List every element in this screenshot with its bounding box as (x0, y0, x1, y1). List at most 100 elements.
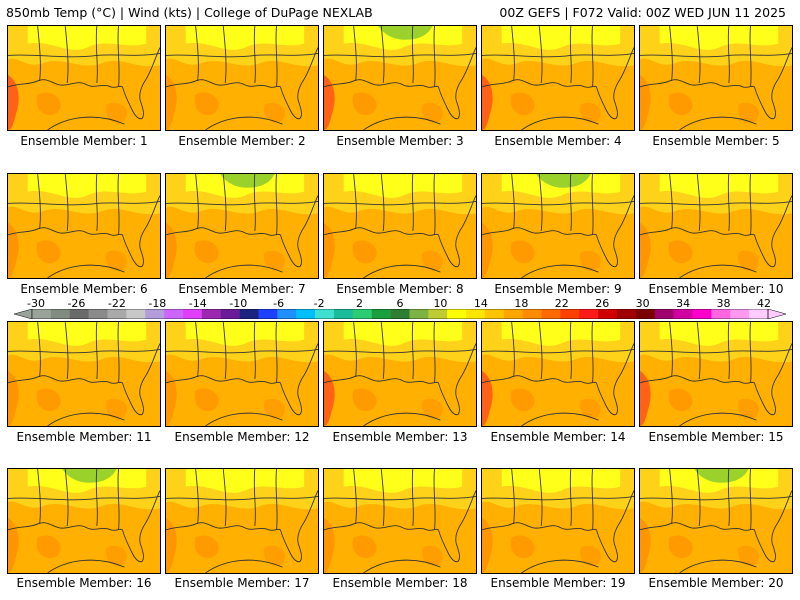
colorbar-segment (447, 309, 467, 319)
map-title: 850mb Temp (°C) | Wind (kts) | College o… (6, 5, 373, 20)
ensemble-member-caption: Ensemble Member: 11 (16, 430, 152, 444)
colorbar-tick-label: -30 (27, 297, 45, 310)
colorbar-tick-label: 18 (514, 297, 529, 310)
colorbar-segment (126, 309, 146, 319)
colorbar-tick-label: 38 (716, 297, 731, 310)
colorbar-segment (107, 309, 127, 319)
ensemble-member-map-11 (7, 321, 161, 427)
ensemble-member-map-7 (165, 173, 319, 279)
colorbar-tick-label: 6 (396, 297, 404, 310)
colorbar-segment (541, 309, 561, 319)
colorbar-segment (258, 309, 278, 319)
ensemble-member-map-20 (639, 468, 793, 574)
ensemble-member-caption: Ensemble Member: 2 (178, 134, 306, 148)
colorbar-tick-label: -6 (273, 297, 285, 310)
colorbar-tick-label: 22 (554, 297, 569, 310)
colorbar-segment (579, 309, 599, 319)
colorbar-min-arrow (14, 309, 33, 319)
colorbar-segment (69, 309, 89, 319)
colorbar-segment (50, 309, 71, 319)
colorbar-tick-label: 34 (676, 297, 691, 310)
colorbar-tick-label: -2 (313, 297, 325, 310)
ensemble-member-caption: Ensemble Member: 6 (20, 282, 148, 296)
colorbar-segment (560, 309, 580, 319)
ensemble-member-map-5 (639, 25, 793, 131)
ensemble-member-caption: Ensemble Member: 5 (652, 134, 780, 148)
colorbar-tick-label: 14 (473, 297, 488, 310)
colorbar-segment (428, 309, 448, 319)
ensemble-member-map-10 (639, 173, 793, 279)
ensemble-member-map-13 (323, 321, 477, 427)
ensemble-member-map-12 (165, 321, 319, 427)
ensemble-member-caption: Ensemble Member: 4 (494, 134, 622, 148)
colorbar-segment (88, 309, 108, 319)
colorbar-segment (277, 309, 297, 319)
colorbar-tick-label: 30 (635, 297, 650, 310)
ensemble-member-map-16 (7, 468, 161, 574)
colorbar-tick-label: -26 (67, 297, 86, 310)
ensemble-member-map-6 (7, 173, 161, 279)
colorbar-segment (333, 309, 354, 319)
ensemble-member-map-8 (323, 173, 477, 279)
ensemble-member-caption: Ensemble Member: 17 (174, 576, 310, 590)
colorbar-segment (466, 309, 486, 319)
ensemble-member-caption: Ensemble Member: 18 (332, 576, 468, 590)
colorbar-segment (711, 309, 731, 319)
colorbar-segment (239, 309, 259, 319)
colorbar-segment (617, 309, 637, 319)
colorbar-tick-label: -22 (107, 297, 126, 310)
colorbar-segment (201, 309, 222, 319)
ensemble-member-caption: Ensemble Member: 7 (178, 282, 306, 296)
colorbar-tick-label: 2 (356, 297, 364, 310)
colorbar-tick-label: 42 (757, 297, 771, 310)
colorbar-segment (730, 309, 750, 319)
ensemble-member-map-1 (7, 25, 161, 131)
colorbar-segment (220, 309, 240, 319)
colorbar-segment (145, 309, 165, 319)
colorbar-tick-label: 10 (433, 297, 448, 310)
colorbar-segment (409, 309, 429, 319)
ensemble-member-caption: Ensemble Member: 9 (494, 282, 622, 296)
ensemble-member-map-4 (481, 25, 635, 131)
ensemble-member-map-17 (165, 468, 319, 574)
ensemble-member-caption: Ensemble Member: 20 (648, 576, 784, 590)
ensemble-member-caption: Ensemble Member: 16 (16, 576, 152, 590)
temperature-colorbar (14, 309, 786, 319)
colorbar-segment (390, 309, 410, 319)
ensemble-member-caption: Ensemble Member: 15 (648, 430, 784, 444)
ensemble-member-map-18 (323, 468, 477, 574)
ensemble-member-caption: Ensemble Member: 1 (20, 134, 148, 148)
colorbar-segment (654, 309, 674, 319)
colorbar-segment (352, 309, 372, 319)
colorbar-tick-label: 26 (595, 297, 610, 310)
colorbar-max-arrow (767, 309, 786, 319)
colorbar-segment (692, 309, 712, 319)
colorbar-tick-label: -14 (188, 297, 207, 310)
colorbar-segment (296, 309, 316, 319)
colorbar-tick-label: -10 (229, 297, 248, 310)
colorbar-segment (182, 309, 203, 319)
ensemble-member-map-15 (639, 321, 793, 427)
colorbar-segment (598, 309, 618, 319)
colorbar-segment (32, 309, 52, 319)
colorbar-segment (503, 309, 523, 319)
ensemble-member-caption: Ensemble Member: 14 (490, 430, 626, 444)
model-run-label: 00Z GEFS | F072 Valid: 00Z WED JUN 11 20… (499, 5, 786, 20)
ensemble-member-map-9 (481, 173, 635, 279)
colorbar-segment (749, 309, 769, 319)
ensemble-member-caption: Ensemble Member: 19 (490, 576, 626, 590)
colorbar-segment (673, 309, 693, 319)
colorbar-segment (371, 309, 391, 319)
ensemble-member-map-3 (323, 25, 477, 131)
colorbar-segment (164, 309, 184, 319)
colorbar-segment (522, 309, 542, 319)
ensemble-member-map-19 (481, 468, 635, 574)
ensemble-member-caption: Ensemble Member: 10 (648, 282, 784, 296)
ensemble-member-caption: Ensemble Member: 8 (336, 282, 464, 296)
ensemble-member-map-14 (481, 321, 635, 427)
ensemble-member-map-2 (165, 25, 319, 131)
colorbar-segment (635, 309, 656, 319)
ensemble-member-caption: Ensemble Member: 12 (174, 430, 310, 444)
ensemble-member-caption: Ensemble Member: 3 (336, 134, 464, 148)
colorbar-segment (315, 309, 335, 319)
